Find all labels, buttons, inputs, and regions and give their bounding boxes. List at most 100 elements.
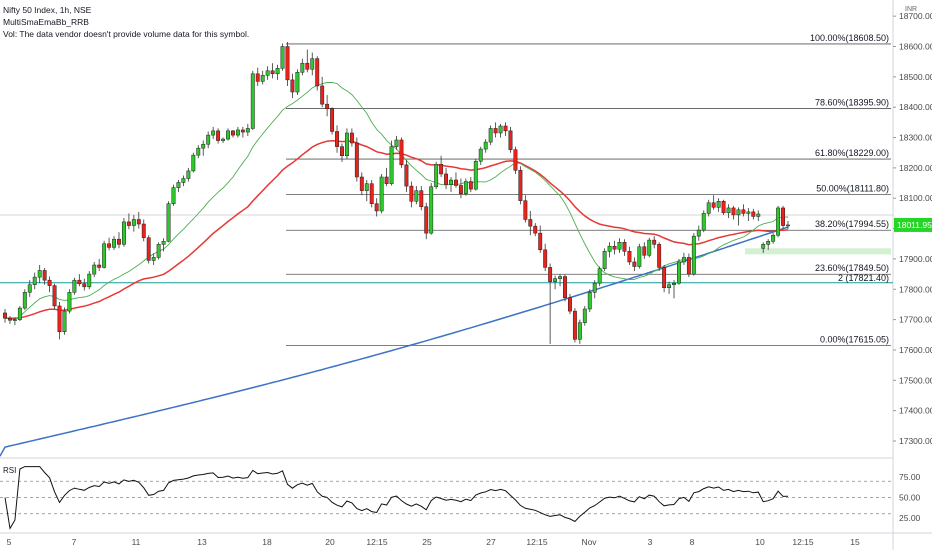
candle-body xyxy=(751,211,756,217)
candle-body xyxy=(156,244,161,258)
candle-body xyxy=(201,143,206,149)
candle-body xyxy=(206,134,211,145)
y-tick-label: 17600.00 xyxy=(899,345,932,355)
candle-body xyxy=(310,58,315,70)
candle-body xyxy=(131,219,136,226)
candle-body xyxy=(344,132,349,156)
rsi-tick-label: 25.00 xyxy=(899,513,921,523)
candle-body xyxy=(340,146,344,156)
support-line: 2 (17821.40) xyxy=(0,214,893,284)
candle-body xyxy=(686,257,691,275)
candle-body xyxy=(117,238,121,245)
candle-body xyxy=(741,209,746,214)
candle-body xyxy=(379,176,384,212)
chart-title: Nifty 50 Index, 1h, NSE xyxy=(3,5,92,15)
last-price-label: 18011.95 xyxy=(897,220,932,230)
candle-body xyxy=(290,79,295,93)
candle-body xyxy=(463,181,468,194)
candle-body xyxy=(414,190,419,202)
fib-level-label: 38.20%(17994.55) xyxy=(815,219,889,229)
candle-body xyxy=(97,264,102,268)
candle-body xyxy=(518,170,523,201)
candle-body xyxy=(771,235,776,242)
candle-body xyxy=(146,237,151,261)
candle-body xyxy=(652,239,657,245)
candle-body xyxy=(404,164,409,187)
support-line-label: 2 (17821.40) xyxy=(838,273,889,283)
indicator-name: MultiSmaEmaBb_RRB xyxy=(3,17,89,27)
x-tick-label: 12:15 xyxy=(366,537,388,547)
candle-body xyxy=(280,46,285,69)
y-tick-label: 17500.00 xyxy=(899,375,932,385)
candle-body xyxy=(354,142,359,178)
y-tick-label: 17800.00 xyxy=(899,284,932,294)
candle-body xyxy=(553,278,558,282)
candle-body xyxy=(369,183,374,204)
candle-body xyxy=(221,138,226,141)
fib-level-label: 61.80%(18229.00) xyxy=(815,148,889,158)
fib-level-label: 23.60%(17849.50) xyxy=(815,263,889,273)
rsi-tick-label: 75.00 xyxy=(899,472,921,482)
candle-body xyxy=(543,249,548,268)
candle-body xyxy=(706,202,711,214)
candle-body xyxy=(498,125,503,134)
last-price-badge xyxy=(894,217,932,232)
x-tick-label: 11 xyxy=(132,537,141,547)
candle-body xyxy=(245,128,250,133)
candle-body xyxy=(677,261,681,284)
y-tick-label: 18300.00 xyxy=(899,133,932,143)
rsi-tick-label: 50.00 xyxy=(899,493,921,503)
candle-body xyxy=(181,178,186,183)
x-tick-label: 12:15 xyxy=(792,537,814,547)
candle-body xyxy=(533,225,538,234)
candle-body xyxy=(250,73,255,129)
candle-body xyxy=(12,319,17,321)
candle-body xyxy=(285,46,290,81)
candle-body xyxy=(444,173,449,185)
candle-body xyxy=(161,241,166,245)
candle-body xyxy=(597,268,602,284)
candle-body xyxy=(582,308,587,323)
candle-body xyxy=(3,312,7,319)
candle-body xyxy=(622,241,627,252)
candle-body xyxy=(503,125,508,132)
candle-body xyxy=(394,139,399,147)
candle-body xyxy=(612,245,617,250)
moving-averages xyxy=(0,81,789,457)
y-tick-label: 18100.00 xyxy=(899,193,932,203)
y-axis[interactable]: 17300.00 17400.00 17500.00 17600.00 17700.00… xyxy=(893,11,932,446)
candle-body xyxy=(176,182,181,188)
candle-body xyxy=(196,147,201,156)
candle-body xyxy=(32,276,37,285)
x-tick-label: 7 xyxy=(72,537,77,547)
x-tick-label: 3 xyxy=(648,537,653,547)
candle-body xyxy=(781,207,785,226)
candle-body xyxy=(235,129,240,136)
candle-body xyxy=(325,103,330,109)
candle-body xyxy=(226,130,230,140)
x-axis[interactable]: 5 7 11 13 18 20 12:15 25 27 12:15 Nov 3 8 10 12:15 15 xyxy=(7,537,860,547)
candle-body xyxy=(359,176,364,191)
candle-body xyxy=(270,70,275,75)
candle-body xyxy=(776,207,781,236)
candle-body xyxy=(558,276,562,279)
candle-body xyxy=(454,179,458,186)
candle-body xyxy=(166,203,171,242)
candle-body xyxy=(22,292,27,309)
candle-body xyxy=(424,206,429,234)
x-tick-label: 25 xyxy=(422,537,432,547)
candle-body xyxy=(538,232,543,251)
candle-body xyxy=(330,108,335,132)
fib-level-label: 100.00%(18608.50) xyxy=(810,33,889,43)
candle-body xyxy=(315,58,320,87)
candle-body xyxy=(632,261,637,267)
candle-body xyxy=(27,284,32,293)
candle-body xyxy=(567,297,572,312)
candle-body xyxy=(493,128,498,134)
candle-body xyxy=(513,149,518,171)
candle-body xyxy=(548,267,553,282)
x-tick-label: 8 xyxy=(690,537,695,547)
candle-body xyxy=(766,241,771,245)
